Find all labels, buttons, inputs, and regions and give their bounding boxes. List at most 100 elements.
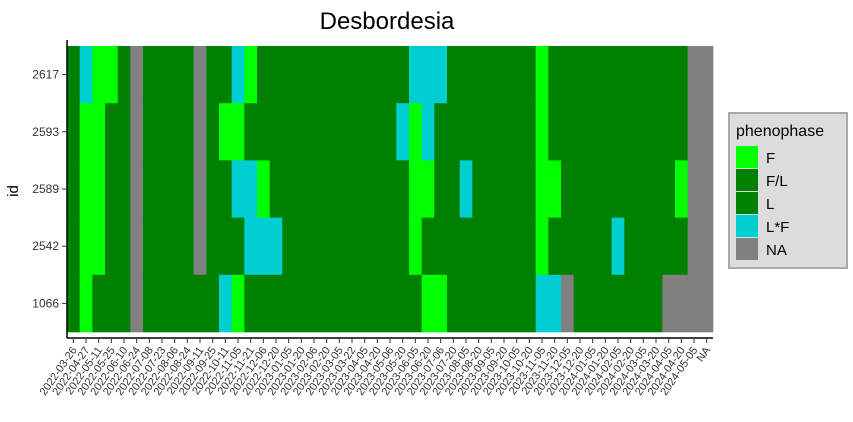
- heatmap-tile: [130, 46, 144, 104]
- heatmap-tile: [67, 217, 80, 276]
- heatmap-tile: [105, 217, 131, 276]
- y-axis-ticks: 2617 2593 2589 2542 1066: [32, 68, 67, 310]
- heatmap-tile: [662, 274, 714, 333]
- heatmap-tile: [257, 46, 410, 104]
- y-tick-label: 2589: [32, 182, 59, 196]
- legend-swatch: [736, 192, 758, 214]
- heatmap-tile: [548, 217, 612, 276]
- heatmap-tile: [409, 46, 448, 104]
- legend-swatch: [736, 238, 758, 260]
- heatmap-tile: [535, 274, 562, 333]
- heatmap-tile: [611, 217, 625, 276]
- heatmap-tile: [92, 274, 131, 333]
- heatmap-tiles: [67, 46, 714, 333]
- heatmap-tile: [535, 103, 549, 161]
- legend-swatch: [736, 169, 758, 191]
- heatmap-tile: [105, 103, 131, 161]
- legend-title: phenophase: [736, 123, 824, 140]
- heatmap-tile: [206, 160, 232, 218]
- heatmap-tile: [67, 46, 80, 104]
- heatmap-tile: [472, 160, 536, 218]
- legend-swatch: [736, 146, 758, 168]
- heatmap-tile: [282, 217, 410, 276]
- heatmap-tile: [143, 217, 194, 276]
- legend-label: F: [766, 150, 775, 167]
- heatmap-tile: [409, 103, 422, 161]
- y-tick-label: 2593: [32, 125, 59, 139]
- heatmap-tile: [244, 217, 283, 276]
- x-axis-ticks: 2022-03-262022-04-272022-05-112022-05-25…: [38, 338, 714, 398]
- legend-label: F/L: [766, 173, 788, 190]
- heatmap-tile: [421, 274, 448, 333]
- heatmap-tile: [396, 103, 410, 161]
- heatmap-tile: [206, 217, 245, 276]
- heatmap-tile: [130, 103, 144, 161]
- heatmap-tile: [244, 274, 422, 333]
- heatmap-tile: [206, 46, 232, 104]
- heatmap-tile: [687, 217, 714, 276]
- heatmap-tile: [561, 160, 676, 218]
- legend-swatch: [736, 215, 758, 237]
- heatmap-tile: [105, 160, 131, 218]
- heatmap-tile: [231, 274, 245, 333]
- chart-title: Desbordesia: [320, 8, 455, 35]
- heatmap-tile: [79, 217, 106, 276]
- heatmap-tile: [244, 103, 397, 161]
- y-axis-label: id: [5, 185, 22, 197]
- heatmap-tile: [231, 160, 258, 218]
- heatmap-tile: [409, 160, 435, 218]
- heatmap-tile: [561, 274, 574, 333]
- heatmap-tile: [193, 160, 207, 218]
- heatmap-tile: [67, 160, 80, 218]
- heatmap-tile: [421, 103, 435, 161]
- heatmap-tile: [535, 217, 549, 276]
- heatmap-tile: [130, 274, 144, 333]
- heatmap-tile: [687, 160, 714, 218]
- legend: phenophase F F/L L L*F NA: [728, 112, 848, 269]
- heatmap-tile: [447, 46, 536, 104]
- legend-entries: F F/L L L*F NA: [736, 146, 789, 260]
- heatmap-tile: [130, 217, 144, 276]
- y-tick-label: 1066: [32, 296, 59, 310]
- x-tick-label: NA: [695, 344, 714, 364]
- heatmap-tile: [143, 46, 194, 104]
- heatmap-tile: [117, 46, 131, 104]
- heatmap-tile: [67, 103, 80, 161]
- heatmap-tile: [79, 274, 93, 333]
- heatmap-tile: [143, 274, 220, 333]
- heatmap-tile: [257, 160, 270, 218]
- y-tick-label: 2542: [32, 239, 59, 253]
- heatmap-tile: [675, 160, 688, 218]
- heatmap-tile: [130, 160, 144, 218]
- heatmap-tile: [92, 46, 118, 104]
- heatmap-tile: [231, 46, 245, 104]
- heatmap-tile: [687, 46, 714, 104]
- heatmap-tile: [548, 103, 688, 161]
- heatmap-tile: [269, 160, 410, 218]
- heatmap-tile: [409, 217, 422, 276]
- heatmap-tile: [535, 46, 549, 104]
- heatmap-tile: [143, 160, 194, 218]
- heatmap-tile: [193, 103, 207, 161]
- heatmap-tile: [79, 160, 106, 218]
- heatmap-tile: [434, 160, 460, 218]
- heatmap-tile: [434, 103, 536, 161]
- heatmap-tile: [193, 46, 207, 104]
- heatmap-tile: [447, 274, 536, 333]
- heatmap-tile: [687, 103, 714, 161]
- heatmap-tile: [219, 103, 245, 161]
- heatmap-tile: [421, 217, 536, 276]
- heatmap-tile: [67, 274, 80, 333]
- heatmap-tile: [244, 46, 258, 104]
- heatmap-tile: [535, 160, 562, 218]
- heatmap-tile: [219, 274, 232, 333]
- heatmap-tile: [624, 217, 688, 276]
- y-tick-label: 2617: [32, 68, 59, 82]
- legend-label: L: [766, 196, 774, 213]
- heatmap-tile: [459, 160, 473, 218]
- heatmap-tile: [573, 274, 663, 333]
- heatmap-tile: [548, 46, 688, 104]
- heatmap-tile: [143, 103, 194, 161]
- legend-label: NA: [766, 242, 787, 259]
